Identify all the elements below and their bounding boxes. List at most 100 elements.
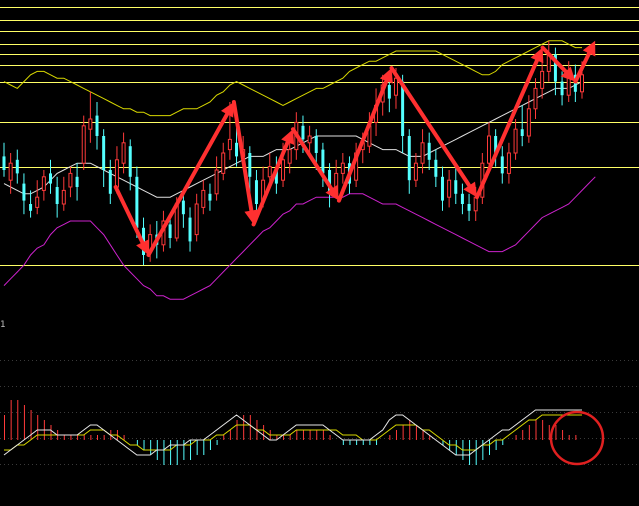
wave-arrow-shaft-9 (573, 51, 592, 84)
candle-body-84 (560, 81, 564, 96)
candle-body-30 (201, 189, 206, 208)
candle-body-20 (135, 176, 139, 228)
wave-arrow-shaft-3 (251, 140, 290, 227)
annotation-layer (549, 410, 605, 466)
candle-body-12 (81, 125, 86, 164)
candle-body-73 (486, 135, 491, 164)
candle-body-51 (340, 162, 345, 174)
bollinger-lower-line (3, 176, 596, 300)
bollinger-mid-line (3, 81, 583, 198)
candle-body-58 (387, 85, 391, 99)
bollinger-bands (3, 40, 596, 300)
candle-body-0 (2, 156, 6, 170)
candle-body-15 (102, 136, 106, 170)
candle-body-19 (128, 146, 132, 177)
wave-arrow-head-9 (582, 40, 596, 57)
candle-body-65 (434, 159, 438, 177)
horizontal-levels (0, 7, 639, 266)
candle-body-49 (328, 170, 332, 194)
candle-body-67 (447, 179, 452, 198)
candle-body-45 (301, 125, 305, 140)
wave-arrow-shaft-0 (113, 185, 145, 245)
wave-arrows (113, 40, 596, 257)
candle-body-4 (29, 204, 33, 211)
wave-arrow-head-3 (281, 129, 295, 145)
wave-arrow-head-1 (220, 102, 234, 118)
candle-body-83 (553, 54, 557, 82)
candle-body-66 (440, 176, 444, 201)
candle-body-48 (321, 149, 325, 174)
candle-body-71 (473, 196, 478, 212)
wave-arrow-shaft-7 (474, 58, 539, 200)
candle-body-3 (22, 183, 26, 201)
candle-body-79 (526, 108, 531, 137)
candle-body-76 (506, 152, 511, 174)
candle-body-2 (15, 159, 19, 174)
macd-panel (3, 400, 582, 465)
candle-body-75 (500, 156, 504, 174)
candle-body-70 (467, 204, 471, 211)
candle-body-64 (427, 142, 431, 160)
candle-body-62 (413, 162, 418, 181)
candle-body-18 (121, 142, 126, 164)
candle-body-47 (314, 136, 318, 153)
wave-arrow-head-2 (244, 209, 259, 225)
candle-body-1 (8, 162, 13, 181)
candle-body-13 (88, 118, 93, 130)
candle-body-46 (307, 135, 312, 144)
wave-arrow-shaft-6 (389, 66, 472, 188)
candle-body-32 (214, 169, 219, 195)
candle-body-33 (221, 152, 226, 174)
candle-body-43 (287, 149, 292, 164)
wave-arrow-head-7 (530, 47, 544, 64)
wave-arrow-shaft-2 (231, 100, 254, 213)
candle-body-37 (248, 153, 252, 177)
candle-body-6 (41, 176, 46, 191)
candle-body-77 (513, 128, 518, 154)
annotation-circle (549, 410, 605, 466)
candle-body-8 (55, 187, 59, 204)
candle-body-7 (49, 173, 53, 184)
candle-body-28 (188, 217, 192, 242)
axis-label-fragment: 1 (0, 320, 6, 330)
candle-body-80 (533, 87, 538, 110)
candle-body-17 (114, 159, 119, 188)
candle-body-35 (235, 142, 239, 157)
candle-body-61 (407, 136, 411, 181)
candle-body-25 (168, 224, 172, 238)
candle-body-9 (61, 189, 66, 205)
candle-body-10 (68, 172, 73, 188)
candle-body-40 (267, 166, 272, 178)
macd-dea-line (4, 414, 582, 451)
candle-body-42 (281, 159, 286, 181)
candle-body-34 (227, 138, 232, 151)
wave-arrow-shaft-5 (336, 79, 389, 203)
candle-body-11 (75, 176, 79, 187)
wave-arrow-head-0 (136, 239, 149, 255)
candle-body-5 (35, 196, 40, 208)
wave-arrow-head-4 (325, 185, 339, 201)
candle-body-69 (460, 193, 464, 204)
wave-arrow-head-6 (463, 181, 477, 198)
wave-arrow-shaft-1 (146, 112, 230, 257)
candle-body-41 (274, 170, 278, 184)
wave-arrow-head-8 (560, 66, 576, 82)
candle-body-78 (520, 129, 524, 136)
wave-arrow-shaft-8 (540, 45, 568, 74)
candle-body-68 (454, 180, 458, 194)
candle-body-87 (580, 74, 584, 93)
candle-body-14 (95, 115, 99, 136)
bollinger-upper-line (3, 40, 582, 117)
candle-body-31 (208, 193, 212, 201)
candle-body-63 (420, 142, 425, 164)
candle-body-16 (108, 170, 112, 194)
candle-body-38 (254, 180, 258, 204)
candle-body-29 (194, 203, 199, 236)
macd-dif-line (3, 409, 582, 456)
candle-body-81 (540, 70, 545, 89)
candle-body-59 (393, 77, 398, 96)
wave-arrow-head-5 (379, 68, 393, 84)
candle-body-60 (401, 81, 405, 136)
